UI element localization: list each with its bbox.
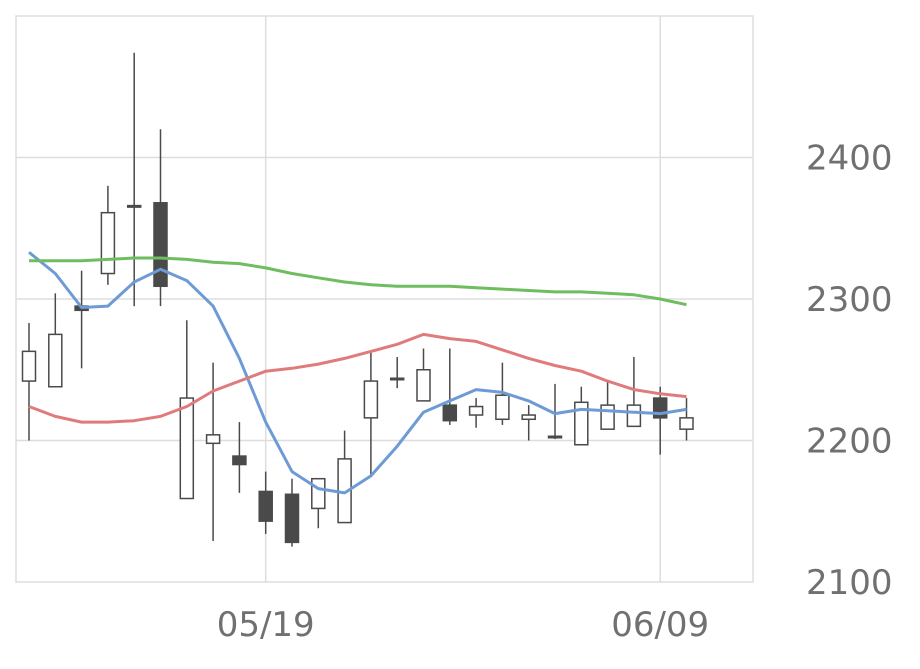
x-tick-label: 05/19 xyxy=(217,605,315,645)
y-tick-label: 2200 xyxy=(806,422,893,462)
moving-average-line-2 xyxy=(28,332,687,424)
candle-body xyxy=(389,377,405,381)
y-tick-label: 2100 xyxy=(806,563,893,603)
candle-body xyxy=(521,414,536,421)
candle-body xyxy=(547,435,563,439)
y-axis-tick-labels: 2100 2200 2300 2400 xyxy=(806,139,893,604)
candle-body xyxy=(416,369,431,402)
candle-body xyxy=(626,404,642,428)
candle-body xyxy=(442,404,458,422)
candle-body xyxy=(468,405,484,416)
candle-body xyxy=(48,333,63,388)
candle-body xyxy=(311,477,326,510)
candle-body xyxy=(179,397,195,500)
y-tick-label: 2300 xyxy=(806,280,893,320)
candle-body xyxy=(205,434,221,445)
moving-average-line-3 xyxy=(29,256,687,307)
moving-average-lines xyxy=(28,251,687,495)
candle-body xyxy=(284,493,300,544)
candle-body xyxy=(232,455,247,466)
candle-body xyxy=(495,394,510,421)
candle-body xyxy=(574,401,589,446)
candle-body xyxy=(679,417,694,430)
candles xyxy=(21,52,694,547)
candle-body xyxy=(100,211,116,275)
candle-body xyxy=(258,490,273,522)
candle-body xyxy=(21,350,37,382)
candle-body xyxy=(600,404,615,430)
moving-average-line-1 xyxy=(28,251,687,495)
y-tick-label: 2400 xyxy=(806,139,893,179)
candle-body xyxy=(363,380,379,419)
candle-body xyxy=(153,202,168,288)
x-tick-label: 06/09 xyxy=(611,605,709,645)
candle-body xyxy=(126,204,142,208)
x-axis-tick-labels: 05/19 06/09 xyxy=(217,605,709,645)
